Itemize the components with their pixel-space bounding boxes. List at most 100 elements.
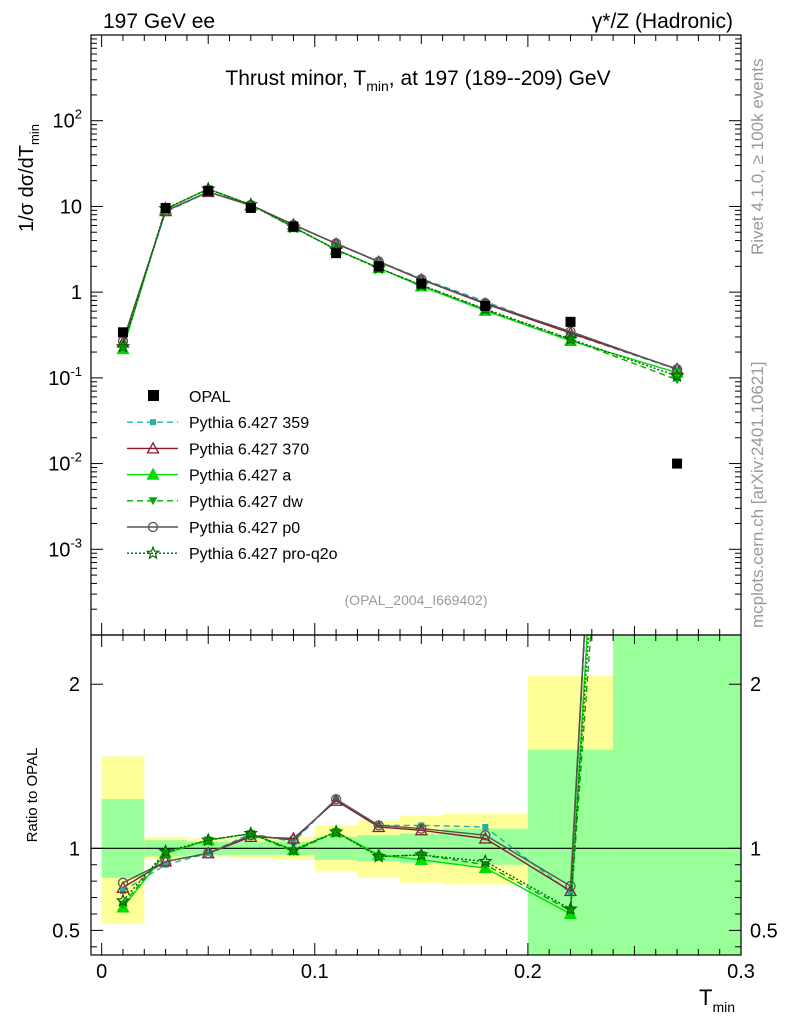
ratio-marker-s359 <box>567 889 574 896</box>
opal-point <box>373 261 384 272</box>
opal-point <box>288 221 299 232</box>
ratio-marker-sp0 <box>117 877 129 888</box>
ratio-marker-spq <box>328 824 344 839</box>
plot-title: Thrust minor, Tmin, at 197 (189--209) Ge… <box>225 67 610 94</box>
legend-label-sdw: Pythia 6.427 dw <box>189 494 303 511</box>
main-line-sa <box>122 188 678 374</box>
legend-item-sdw: Pythia 6.427 dw <box>127 494 303 511</box>
ratio-marker-sp0 <box>480 830 491 841</box>
legend: OPAL Pythia 6.427 359 Pythia 6.427 370 Pyth… <box>127 389 338 563</box>
main-ytick-label: 10-2 <box>48 450 82 476</box>
ratio-marker-sp0 <box>373 820 384 831</box>
legend-marker-s370 <box>146 441 160 454</box>
ratio-marker-sp0 <box>416 823 427 834</box>
ratio-marker-spq <box>414 847 429 862</box>
ratio-marker-s359 <box>290 838 297 845</box>
main-line-sp0 <box>122 191 678 370</box>
ratio-ytick-label-right: 0.5 <box>750 920 778 942</box>
legend-marker-s359 <box>150 419 156 426</box>
ratio-frame <box>90 634 742 956</box>
ylabel-sub: min <box>27 124 42 145</box>
legend-marker-sdw <box>148 497 158 506</box>
legend-label-s359: Pythia 6.427 359 <box>189 415 309 432</box>
header-right: γ*/Z (Hadronic) <box>592 10 733 33</box>
main-marker-sdw <box>118 344 128 353</box>
band-stat <box>527 749 614 955</box>
ratio-marker-spq <box>478 853 493 868</box>
svg-text:1/σ dσ/dTmin: 1/σ dσ/dTmin <box>16 124 42 232</box>
main-ylabel: 1/σ dσ/dTmin <box>16 124 42 232</box>
legend-label-spq: Pythia 6.427 pro-q2o <box>189 546 338 563</box>
ratio-marker-spq <box>563 901 578 916</box>
ratio-marker-spq <box>115 893 131 908</box>
legend-marker-sp0 <box>147 521 159 533</box>
ratio-ylabel: Ratio to OPAL <box>24 748 41 843</box>
ratio-marker-spq <box>243 825 259 840</box>
ratio-ytick-label-left: 2 <box>69 674 80 696</box>
main-series-s370 <box>116 185 684 375</box>
main-ytick-label: 10 <box>60 196 82 218</box>
ratio-line-spq <box>122 635 590 911</box>
opal-point <box>160 202 171 213</box>
ratio-marker-s370 <box>116 880 130 893</box>
mcplots-label: mcplots.cern.ch [arXiv:2401.10621] <box>748 362 767 628</box>
legend-label-sa: Pythia 6.427 a <box>189 468 291 485</box>
main-line-s359 <box>122 191 678 371</box>
ratio-marker-sp0 <box>203 848 214 859</box>
ratio-marker-s370 <box>414 823 428 836</box>
main-ytick-label: 10-1 <box>48 364 82 390</box>
xlabel: Tmin <box>699 985 735 1015</box>
ratio-marker-spq <box>200 832 216 847</box>
ratio-series-sp0 <box>117 635 585 892</box>
ratio-marker-sp0 <box>160 856 171 867</box>
ratio-ytick-label-left: 0.5 <box>52 920 80 942</box>
main-ytick-label: 1 <box>71 282 82 304</box>
legend-marker-sa <box>146 467 160 480</box>
legend-opal-marker <box>148 390 159 401</box>
ratio-marker-s359 <box>482 824 489 830</box>
legend-item-spq: Pythia 6.427 pro-q2o <box>127 545 338 563</box>
ylabel-text: 1/σ dσ/dT <box>16 145 38 232</box>
main-ytick-label: 102 <box>53 107 82 133</box>
main-axes: 10-3 10-2 10-1 1 10 102 <box>48 34 742 636</box>
opal-point <box>672 458 683 469</box>
main-marker-spq <box>563 331 578 346</box>
ratio-marker-s359 <box>119 888 126 894</box>
main-marker-spq <box>669 368 685 383</box>
analysis-id: (OPAL_2004_I669402) <box>345 592 488 608</box>
main-marker-sp0 <box>330 238 342 249</box>
ratio-ytick-label-right: 2 <box>750 674 761 696</box>
legend-item-opal: OPAL <box>148 389 231 406</box>
ratio-ytick-label-left: 1 <box>69 838 80 860</box>
ratio-series-layer <box>115 635 592 920</box>
legend-item-s370: Pythia 6.427 370 <box>127 441 309 458</box>
main-frame <box>90 34 742 636</box>
ratio-marker-spq <box>286 842 301 857</box>
ratio-line-sp0 <box>122 635 585 888</box>
title-part-b: , at 197 (189--209) GeV <box>389 67 611 90</box>
main-series-sdw <box>118 185 682 385</box>
xlabel-sub: min <box>712 999 735 1015</box>
rivet-label: Rivet 4.1.0, ≥ 100k events <box>748 59 767 255</box>
opal-point <box>117 327 128 338</box>
opal-point <box>480 300 491 311</box>
opal-point <box>565 316 576 327</box>
legend-item-sp0: Pythia 6.427 p0 <box>127 520 300 537</box>
title-part-a: Thrust minor, T <box>225 67 366 90</box>
opal-point <box>416 278 427 289</box>
legend-item-s359: Pythia 6.427 359 <box>127 415 309 432</box>
main-series-sp0 <box>117 186 683 375</box>
title-sub: min <box>366 78 389 94</box>
legend-label-sp0: Pythia 6.427 p0 <box>189 520 300 537</box>
ratio-marker-s359 <box>162 861 169 868</box>
ratio-marker-sp0 <box>565 880 576 892</box>
main-line-s370 <box>122 191 678 370</box>
ratio-axes: 0.5 0.5 1 1 2 2 0 0.1 0.2 0.3 <box>52 634 778 983</box>
ratio-bands <box>91 635 741 955</box>
xtick-label: 0 <box>96 961 107 983</box>
xtick-label: 0.2 <box>514 961 542 983</box>
xlabel-text: T <box>699 985 712 1010</box>
band-stat <box>101 799 145 878</box>
main-line-sdw <box>122 188 678 381</box>
